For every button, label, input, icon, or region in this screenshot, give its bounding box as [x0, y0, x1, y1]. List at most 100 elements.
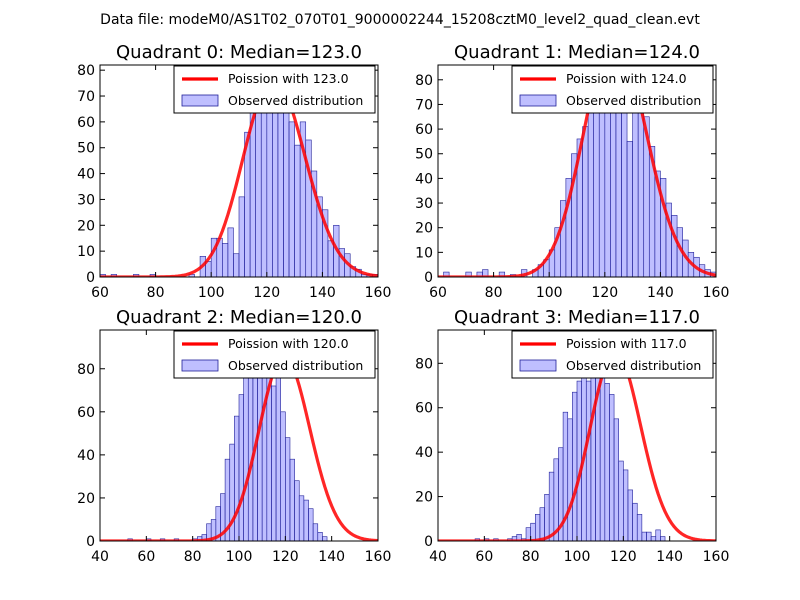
x-tick-label: 80 [184, 549, 202, 565]
histogram-bar [641, 531, 647, 541]
histogram-bar [280, 411, 286, 541]
histogram-bar [317, 532, 323, 541]
histogram-bar [655, 529, 661, 541]
legend: Poission with 120.0 Observed distribution [173, 330, 376, 379]
y-tick-label: 40 [77, 448, 95, 464]
x-tick-label: 40 [91, 549, 109, 565]
histogram-bar [646, 531, 652, 541]
histogram-bar [671, 215, 678, 277]
histogram-bar [604, 383, 610, 541]
y-tick-label: 80 [415, 356, 433, 372]
x-axis-ticks: 40 60 80 100 120 140 160 [91, 330, 391, 565]
legend-label-observed: Observed distribution [566, 93, 701, 108]
legend-hist-swatch [519, 94, 557, 107]
axes-frame [99, 64, 379, 278]
y-tick-label: 70 [415, 97, 433, 113]
histogram-bar [288, 121, 295, 277]
histogram-bar [238, 394, 244, 541]
y-tick-label: 30 [77, 192, 95, 208]
histogram-bar [249, 111, 256, 277]
histogram-bar [530, 522, 536, 541]
legend-label-observed: Observed distribution [228, 93, 363, 108]
legend: Poission with 123.0 Observed distribution [173, 65, 376, 114]
legend: Poission with 117.0 Observed distribution [511, 330, 714, 379]
x-tick-label: 80 [147, 285, 165, 301]
legend: Poission with 124.0 Observed distribution [511, 65, 714, 114]
histogram-bar [271, 385, 277, 541]
histogram-bar [598, 104, 606, 277]
histogram-bar [516, 534, 522, 541]
histogram-bar [275, 370, 282, 541]
subplot-3: Quadrant 3: Median=117.0 40 60 80 100 120 140 1… [415, 307, 729, 565]
x-tick-label: 60 [429, 285, 447, 301]
histogram-bar [285, 437, 291, 541]
subplot-title: Quadrant 0: Median=123.0 [116, 42, 362, 63]
y-tick-label: 80 [415, 73, 433, 89]
subplot-grid: Quadrant 0: Median=123.060 80 100 120 140 160… [77, 42, 729, 565]
subplot-title: Quadrant 3: Median=117.0 [454, 307, 700, 328]
y-tick-label: 40 [415, 171, 433, 187]
x-tick-label: 120 [253, 285, 280, 301]
y-tick-label: 80 [77, 362, 95, 378]
histogram-bar [277, 90, 284, 277]
legend-hist-swatch [181, 359, 219, 372]
histogram-bar [233, 253, 240, 277]
histogram-bar [613, 418, 619, 541]
y-tick-label: 10 [77, 244, 95, 260]
histogram-bar [308, 508, 314, 541]
y-tick-label: 0 [424, 270, 433, 286]
legend-label-poisson: Poission with 120.0 [228, 336, 349, 351]
histogram-bar [234, 415, 240, 541]
y-tick-label: 50 [77, 141, 95, 157]
x-tick-label: 80 [485, 285, 503, 301]
histogram-bar [289, 458, 295, 541]
histogram-bar [650, 536, 657, 541]
x-tick-label: 160 [703, 549, 730, 565]
legend-hist-swatch [519, 359, 557, 372]
histogram-bar [604, 96, 611, 277]
histogram-bar [609, 394, 615, 541]
histogram-bar [585, 380, 592, 541]
x-axis-ticks: 60 80 100 120 140 160 [91, 65, 391, 301]
x-tick-label: 100 [226, 549, 253, 565]
y-tick-label: 0 [86, 534, 95, 550]
histogram-bar [618, 460, 624, 541]
y-axis-ticks: 0 10 20 30 40 50 60 70 80 [77, 63, 378, 286]
histogram-bar [322, 536, 328, 541]
histogram-bar [238, 196, 245, 277]
x-tick-label: 120 [610, 549, 637, 565]
legend-label-poisson: Poission with 123.0 [228, 71, 349, 86]
y-tick-label: 20 [415, 490, 433, 506]
histogram-bar [627, 489, 633, 541]
y-tick-label: 60 [415, 401, 433, 417]
histogram-bar [227, 227, 234, 277]
subplot-title: Quadrant 1: Median=124.0 [454, 42, 700, 63]
legend-label-observed: Observed distribution [566, 358, 701, 373]
histogram-bar [572, 391, 578, 541]
histogram-bar [257, 359, 263, 541]
poisson-curve [438, 349, 716, 541]
poisson-curve [100, 355, 378, 541]
x-tick-label: 60 [137, 549, 155, 565]
axes-frame [437, 64, 717, 278]
x-tick-label: 40 [429, 549, 447, 565]
histogram-bar [567, 418, 573, 541]
histogram-bar [294, 480, 300, 541]
histogram-bar [576, 380, 582, 541]
y-tick-label: 60 [77, 115, 95, 131]
y-tick-label: 80 [77, 63, 95, 79]
histogram-bar [636, 514, 643, 541]
histogram-bar [255, 85, 262, 277]
y-tick-label: 40 [415, 445, 433, 461]
y-axis-ticks: 0 20 40 60 80 [415, 356, 716, 550]
histogram-bar [294, 144, 301, 277]
subplot-title: Quadrant 2: Median=120.0 [116, 307, 362, 328]
y-tick-label: 70 [77, 89, 95, 105]
y-tick-label: 50 [415, 147, 433, 163]
x-tick-label: 140 [656, 549, 683, 565]
subplot-1: Quadrant 1: Median=124.060 80 100 120 140 160… [415, 42, 729, 301]
figure-suptitle: Data file: modeM0/AS1T02_070T01_90000022… [100, 12, 700, 28]
histogram-bar [327, 240, 334, 277]
x-tick-label: 60 [475, 549, 493, 565]
